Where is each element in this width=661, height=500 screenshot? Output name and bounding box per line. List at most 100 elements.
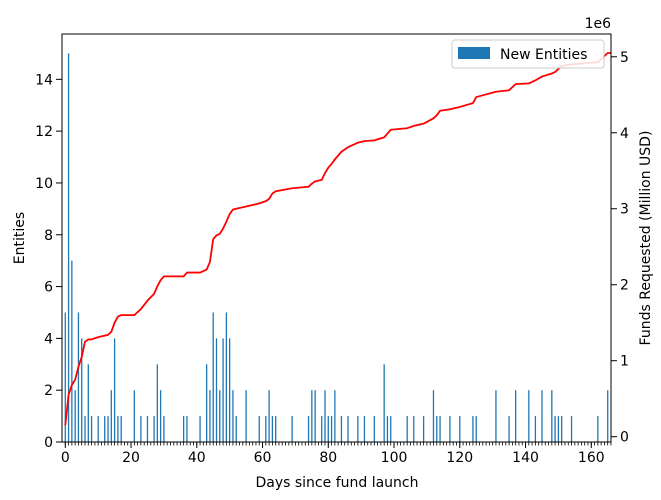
bar-day-8 [90,416,93,442]
bar-day-81 [330,416,333,442]
bar-day-2 [71,260,73,442]
bar-day-97 [383,364,385,442]
plot-frame [61,33,612,443]
bar-day-117 [449,416,451,442]
y-axis-label: Entities [12,212,28,264]
bar-day-27 [153,416,155,442]
bar-day-74 [307,416,310,442]
y2-tick-label: 2 [620,278,629,294]
x-tick-label: 40 [188,450,206,466]
bar-day-37 [186,416,188,442]
bar-day-29 [159,390,162,442]
y2-axis-label: Funds Requested (Million USD) [638,131,654,346]
bar-day-4 [77,312,80,442]
bars-layer [64,53,609,443]
y2-tick-label: 3 [620,202,629,218]
bar-day-48 [222,338,224,442]
bar-day-143 [534,416,537,442]
bar-day-106 [413,416,415,442]
bar-day-47 [219,390,221,442]
bar-day-16 [117,416,119,442]
bar-day-51 [232,390,234,442]
legend: New Entities [451,39,605,69]
bar-day-137 [515,390,517,442]
bar-day-36 [182,416,185,442]
bar-day-69 [291,416,293,442]
y-tick-label: 4 [44,331,53,347]
y-tick-label: 8 [44,228,53,244]
y2-tick-label: 0 [620,430,629,446]
bar-day-52 [235,416,237,442]
bar-day-21 [133,390,135,442]
bar-day-55 [245,390,247,442]
bar-day-131 [495,390,497,442]
bar-day-120 [459,416,461,442]
bar-day-43 [205,364,208,442]
y-tick-label: 2 [44,383,53,399]
bar-day-86 [347,416,349,442]
y2-tick-label: 1 [620,354,629,370]
x-tick-label: 120 [446,450,473,466]
bar-day-63 [271,416,274,442]
bar-day-62 [268,390,270,442]
bar-day-0 [64,312,66,442]
bar-day-149 [554,416,556,442]
bar-day-49 [225,312,228,442]
y-tick-label: 12 [35,124,53,140]
bar-day-41 [199,416,201,442]
bar-day-59 [258,416,260,442]
funds-line [64,52,611,426]
bar-day-80 [327,416,329,442]
y-tick-label: 6 [44,280,53,296]
bar-day-113 [436,416,438,442]
bar-day-150 [557,416,560,442]
x-tick-label: 20 [122,450,140,466]
x-tick-label: 80 [319,450,337,466]
x-tick-label: 60 [254,450,272,466]
bar-day-112 [432,390,435,442]
bar-day-44 [209,390,211,442]
x-axis-label: Days since fund launch [255,475,418,491]
bar-day-162 [597,416,599,442]
bar-day-28 [156,364,158,442]
bar-day-154 [570,416,573,442]
bar-day-7 [87,364,89,442]
x-tick-label: 140 [512,450,539,466]
bar-day-14 [110,390,112,442]
bar-day-148 [551,390,553,442]
bar-day-10 [97,416,99,442]
bar-day-76 [314,390,316,442]
bar-day-91 [363,416,366,442]
bar-day-30 [163,416,165,442]
bar-day-94 [373,416,375,442]
y2-tick-label: 4 [620,126,629,142]
line-layer [64,52,611,426]
bar-day-141 [528,390,530,442]
bar-day-145 [541,390,543,442]
bar-day-25 [146,416,149,442]
bar-day-89 [357,416,359,442]
bar-day-75 [311,390,313,442]
bar-day-1 [67,53,70,443]
bar-day-124 [472,416,474,442]
y-tick-label: 10 [35,176,53,192]
legend-swatch [458,47,490,59]
bar-day-12 [104,416,106,442]
bar-day-109 [422,416,425,442]
bar-day-13 [107,416,109,442]
x-tick-label: 0 [61,450,70,466]
bar-day-46 [215,338,218,442]
bar-day-151 [561,416,563,442]
x-tick-label: 160 [578,450,605,466]
bar-day-17 [120,416,122,442]
bar-day-3 [74,390,76,442]
bar-day-114 [439,416,441,442]
bar-day-135 [508,416,510,442]
legend-label: New Entities [500,47,587,63]
bar-day-98 [386,416,389,442]
bar-day-99 [390,416,392,442]
bar-day-6 [84,416,86,442]
y-tick-label: 0 [44,435,53,451]
bar-day-104 [406,416,408,442]
